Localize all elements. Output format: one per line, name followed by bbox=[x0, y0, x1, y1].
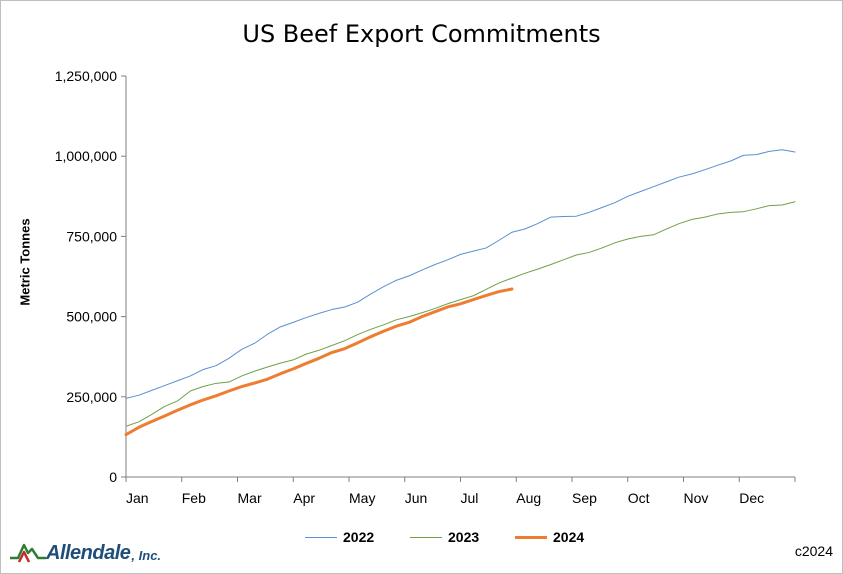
axes: 0 250,000 500,000 750,000 1,000,000 1,250,000… bbox=[55, 68, 796, 506]
legend-swatch-2 bbox=[515, 535, 547, 539]
y-tick-label: 500,000 bbox=[66, 309, 117, 325]
y-tick-label: 1,250,000 bbox=[55, 68, 117, 84]
x-tick-label: May bbox=[349, 490, 375, 506]
x-tick-label: Jan bbox=[126, 490, 149, 506]
allendale-logo: Allendale , Inc. bbox=[10, 537, 161, 565]
legend: 2022 2023 2024 bbox=[0, 527, 843, 547]
x-tick-label: Dec bbox=[739, 490, 764, 506]
x-tick-label: Feb bbox=[182, 490, 206, 506]
logo-mark-icon bbox=[10, 543, 46, 563]
logo-name: Allendale bbox=[46, 542, 131, 564]
copyright-text: c2024 bbox=[794, 543, 833, 559]
legend-label-1: 2023 bbox=[448, 529, 480, 545]
series-line-2023 bbox=[125, 201, 796, 427]
legend-swatch-0 bbox=[305, 536, 337, 538]
x-tick-label: Jul bbox=[461, 490, 479, 506]
legend-item-2: 2024 bbox=[515, 527, 584, 547]
legend-swatch-1 bbox=[410, 536, 442, 538]
y-tick-label: 0 bbox=[109, 469, 117, 485]
legend-label-2: 2024 bbox=[553, 529, 585, 545]
series-line-2022 bbox=[125, 149, 796, 399]
x-tick-label: Jun bbox=[405, 490, 428, 506]
series-layer bbox=[124, 149, 796, 437]
x-tick-label: Oct bbox=[628, 490, 650, 506]
x-tick-label: Sep bbox=[572, 490, 597, 506]
legend-label-0: 2022 bbox=[343, 529, 375, 545]
x-tick-label: Nov bbox=[684, 490, 709, 506]
x-tick-label: Apr bbox=[293, 490, 315, 506]
x-tick-label: Aug bbox=[516, 490, 541, 506]
y-tick-label: 250,000 bbox=[66, 389, 117, 405]
y-tick-label: 1,000,000 bbox=[55, 148, 117, 164]
legend-item-1: 2023 bbox=[410, 527, 479, 547]
y-tick-label: 750,000 bbox=[66, 228, 117, 244]
legend-item-0: 2022 bbox=[305, 527, 374, 547]
series-line-2024 bbox=[124, 287, 514, 437]
chart-title: US Beef Export Commitments bbox=[242, 20, 601, 48]
x-tick-label: Mar bbox=[238, 490, 262, 506]
logo-suffix: , Inc. bbox=[131, 548, 162, 563]
